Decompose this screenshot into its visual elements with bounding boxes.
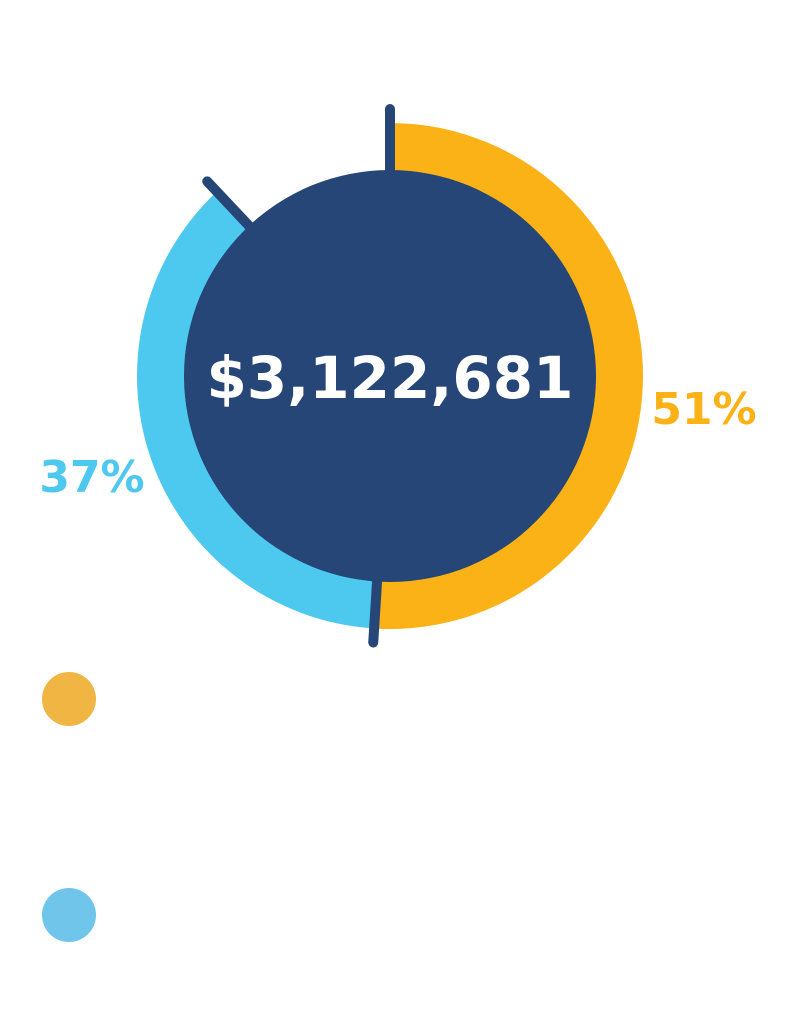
slice-divider xyxy=(368,570,383,648)
legend-marker xyxy=(42,672,96,726)
total-amount-label: $3,122,681 xyxy=(207,344,574,412)
slice-arc xyxy=(374,122,644,629)
slice-arc xyxy=(137,191,378,629)
slice-percent-label: 37% xyxy=(39,452,144,503)
legend-marker xyxy=(42,888,96,942)
center-disc xyxy=(184,170,596,582)
slice-dividers xyxy=(202,104,395,648)
slice-percent-label: 51% xyxy=(651,384,756,435)
slice-divider xyxy=(202,176,259,236)
slice-arcs xyxy=(137,122,644,629)
